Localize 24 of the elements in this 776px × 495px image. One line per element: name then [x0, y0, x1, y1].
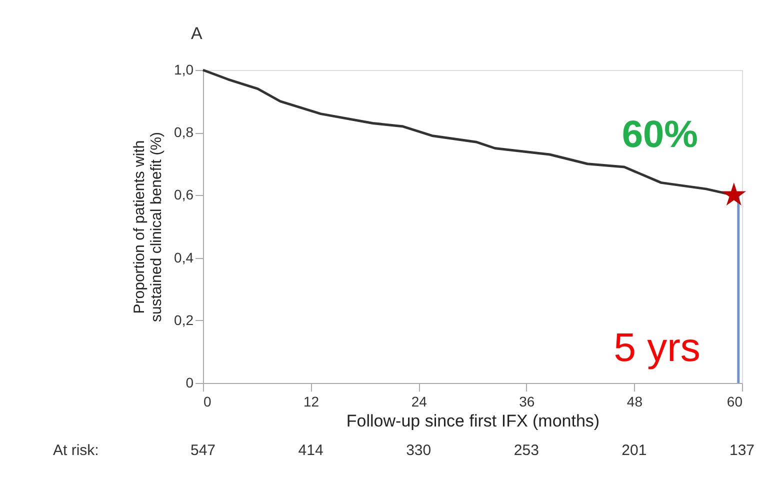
x-tick-label: 24	[411, 394, 428, 410]
y-axis-title: Proportion of patients with sustained clinical benefit (%)	[131, 132, 166, 322]
text: 137	[729, 442, 755, 459]
x-tick-label: 12	[304, 394, 320, 410]
x-tick-label: 60	[726, 394, 743, 410]
text: 201	[622, 442, 647, 459]
x-tick-label: 0	[204, 394, 212, 410]
y-tick-label: 0,2	[174, 312, 194, 328]
y-tick-label: 0,4	[174, 249, 194, 266]
text: A	[191, 24, 203, 43]
text: At risk:	[53, 442, 99, 459]
ref-line-label: 5 yrs	[614, 326, 700, 370]
y-tick-label: 1,0	[174, 62, 194, 78]
text: 547	[190, 442, 216, 459]
x-tick-label: 48	[626, 394, 643, 410]
text: 253	[514, 442, 539, 459]
y-tick-label: 0,6	[174, 186, 194, 203]
x-axis-title: Follow-up since first IFX (months)	[346, 412, 600, 430]
y-tick-label: 0	[186, 374, 194, 390]
y-tick-label: 0,8	[174, 124, 194, 140]
x-tick-label: 36	[519, 394, 535, 410]
text: 414	[298, 442, 324, 459]
text: 330	[406, 442, 432, 459]
annotation: 60%	[622, 114, 698, 156]
